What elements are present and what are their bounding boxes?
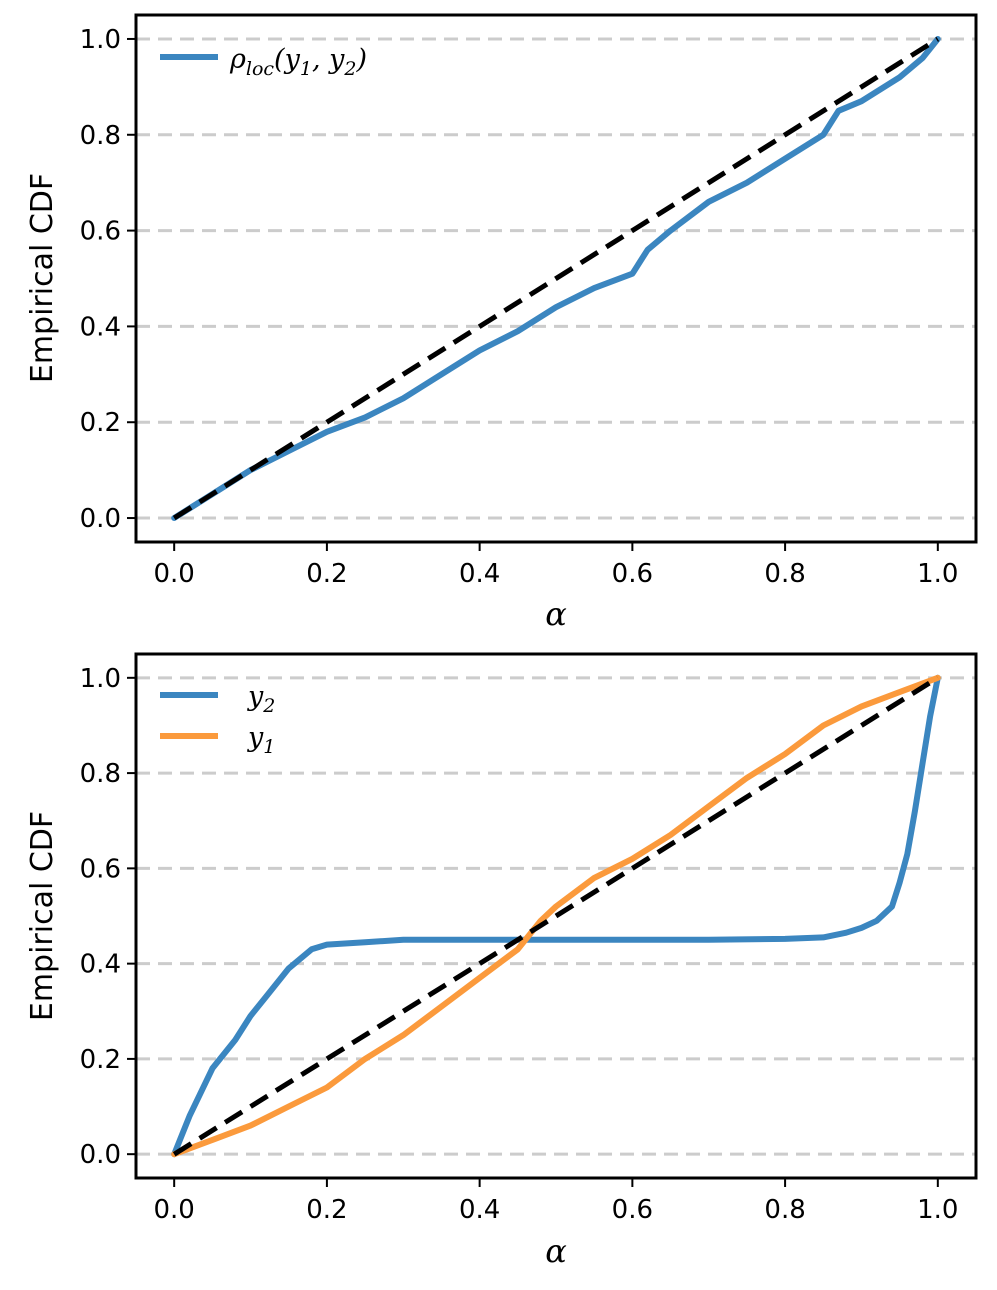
y-tick-label: 0.0 [80, 504, 121, 534]
x-tick-label: 1.0 [917, 1195, 958, 1225]
y-tick-label: 1.0 [80, 664, 121, 694]
legend-label-rho: ρloc(y1, y2) [229, 44, 367, 80]
x-tick-label: 0.4 [459, 1195, 500, 1225]
x-tick-label: 0.4 [459, 559, 500, 589]
top-ticks: 0.0 0.2 0.4 0.6 0.8 1.0 0.0 0.2 0.4 0.6 0.8 1.0 [80, 25, 959, 589]
bottom-plot-frame [134, 652, 978, 1180]
x-tick-label: 0.6 [612, 559, 653, 589]
bottom-chart-panel: 0.0 0.2 0.4 0.6 0.8 1.0 0.0 0.2 0.4 0.6 0.8 1.0 Emp… [25, 652, 978, 1270]
series-line-reference [172, 36, 940, 521]
x-tick-label: 0.0 [154, 1195, 195, 1225]
top-gridlines [136, 37, 976, 520]
y-tick-label: 0.8 [80, 759, 121, 789]
x-tick-label: 1.0 [917, 559, 958, 589]
series-line-reference [172, 675, 940, 1157]
x-tick-label: 0.0 [154, 559, 195, 589]
y-tick-label: 1.0 [80, 25, 121, 55]
top-plot-frame [134, 13, 978, 544]
series-line-y-1 [171, 674, 941, 1158]
legend-label-y1: y1 [247, 722, 275, 758]
y-tick-label: 0.8 [80, 121, 121, 151]
y-tick-label: 0.6 [80, 217, 121, 247]
series-line--loc-y-1-y-2- [171, 36, 941, 521]
bottom-legend: y2 y1 [160, 681, 275, 758]
x-tick-label: 0.2 [306, 559, 347, 589]
series-line-y-2 [171, 674, 941, 1158]
legend-label-y2: y2 [247, 681, 275, 717]
y-tick-label: 0.4 [80, 950, 121, 980]
bottom-x-axis-label: α [545, 1232, 567, 1270]
x-tick-label: 0.8 [764, 1195, 805, 1225]
bottom-y-axis-label: Empirical CDF [25, 811, 60, 1021]
y-tick-label: 0.2 [80, 1045, 121, 1075]
top-y-axis-label: Empirical CDF [25, 173, 60, 383]
top-x-axis-label: α [545, 595, 567, 633]
bottom-ticks: 0.0 0.2 0.4 0.6 0.8 1.0 0.0 0.2 0.4 0.6 0.8 1.0 [80, 664, 959, 1225]
x-tick-label: 0.2 [306, 1195, 347, 1225]
top-chart-panel: 0.0 0.2 0.4 0.6 0.8 1.0 0.0 0.2 0.4 0.6 0.8 1.0 Emp… [25, 13, 978, 633]
x-tick-label: 0.8 [764, 559, 805, 589]
top-legend: ρloc(y1, y2) [160, 44, 367, 80]
x-tick-label: 0.6 [612, 1195, 653, 1225]
y-tick-label: 0.0 [80, 1140, 121, 1170]
y-tick-label: 0.6 [80, 854, 121, 884]
top-series-lines [171, 36, 941, 521]
y-tick-label: 0.4 [80, 312, 121, 342]
bottom-series-lines [171, 674, 941, 1158]
bottom-gridlines [136, 676, 976, 1156]
y-tick-label: 0.2 [80, 408, 121, 438]
